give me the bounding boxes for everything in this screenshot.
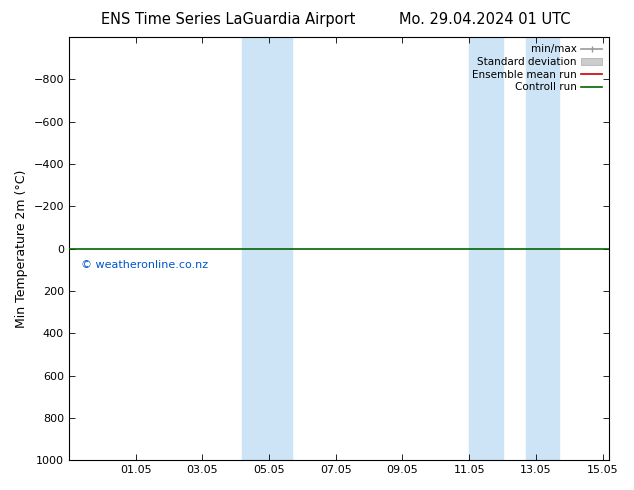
Text: ENS Time Series LaGuardia Airport: ENS Time Series LaGuardia Airport xyxy=(101,12,356,27)
Bar xyxy=(469,37,503,460)
Text: © weatheronline.co.nz: © weatheronline.co.nz xyxy=(81,260,208,270)
Text: Mo. 29.04.2024 01 UTC: Mo. 29.04.2024 01 UTC xyxy=(399,12,571,27)
Bar xyxy=(526,37,559,460)
Bar xyxy=(242,37,292,460)
Legend: min/max, Standard deviation, Ensemble mean run, Controll run: min/max, Standard deviation, Ensemble me… xyxy=(470,42,604,94)
Y-axis label: Min Temperature 2m (°C): Min Temperature 2m (°C) xyxy=(15,170,28,328)
